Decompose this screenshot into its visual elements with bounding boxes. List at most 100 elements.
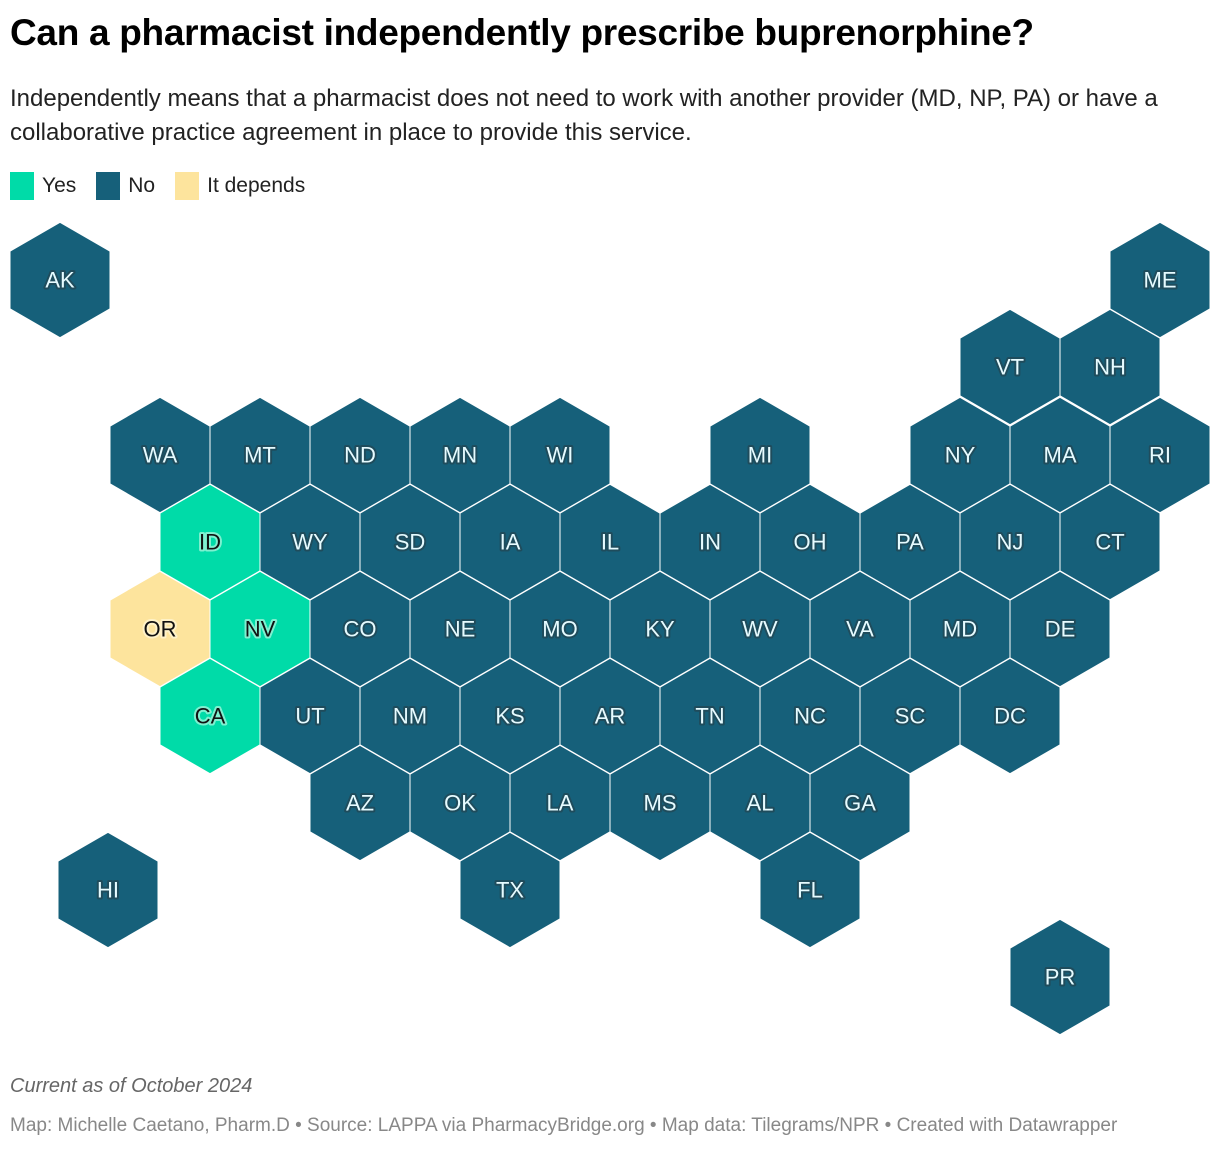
state-tile-me[interactable]: ME: [1109, 221, 1211, 339]
state-label: AL: [747, 791, 774, 816]
legend-swatch-yes: [10, 172, 34, 200]
chart-title: Can a pharmacist independently prescribe…: [10, 12, 1034, 53]
state-hex[interactable]: [459, 831, 561, 949]
state-label: PA: [896, 530, 924, 555]
legend-label-yes: Yes: [42, 174, 77, 197]
state-tile-sd[interactable]: SD: [359, 483, 461, 601]
state-tile-pr[interactable]: PR: [1009, 918, 1111, 1036]
state-label: AZ: [346, 791, 374, 816]
state-tile-co[interactable]: CO: [309, 570, 411, 688]
state-label: MN: [443, 443, 477, 468]
state-tile-az[interactable]: AZ: [309, 744, 411, 862]
state-tile-mo[interactable]: MO: [509, 570, 611, 688]
state-label: OH: [794, 530, 827, 555]
footer-note: Current as of October 2024: [10, 1075, 253, 1097]
state-tile-al[interactable]: AL: [709, 744, 811, 862]
state-label: NJ: [997, 530, 1024, 555]
state-tile-ms[interactable]: MS: [609, 744, 711, 862]
state-hex[interactable]: [959, 657, 1061, 775]
state-label: MA: [1044, 443, 1077, 468]
state-tile-pa[interactable]: PA: [859, 483, 961, 601]
state-label: DC: [994, 704, 1026, 729]
state-tile-vt[interactable]: VT: [959, 308, 1061, 426]
state-tile-ct[interactable]: CT: [1059, 483, 1161, 601]
state-hex[interactable]: [9, 221, 111, 339]
legend-label-no: No: [128, 174, 156, 197]
state-tile-tn[interactable]: TN: [659, 657, 761, 775]
state-tile-wa[interactable]: WA: [109, 396, 211, 514]
state-tile-ne[interactable]: NE: [409, 570, 511, 688]
legend-item-no: No: [96, 172, 155, 200]
state-label: HI: [97, 878, 119, 903]
state-label: IA: [500, 530, 521, 555]
legend-label-it-depends: It depends: [207, 174, 306, 197]
state-label: NV: [245, 617, 276, 642]
legend-swatch-no: [96, 172, 121, 200]
state-tile-nh[interactable]: NH: [1059, 308, 1161, 426]
state-tile-hi[interactable]: HI: [57, 831, 159, 949]
state-label: MO: [542, 617, 577, 642]
state-tile-nm[interactable]: NM: [359, 657, 461, 775]
state-tile-il[interactable]: IL: [559, 483, 661, 601]
state-tile-la[interactable]: LA: [509, 744, 611, 862]
state-label: WY: [292, 530, 328, 555]
state-label: KY: [645, 617, 675, 642]
state-label: KS: [495, 704, 524, 729]
state-label: UT: [295, 704, 324, 729]
state-tile-ga[interactable]: GA: [809, 744, 911, 862]
state-label: NH: [1094, 355, 1126, 380]
state-hex[interactable]: [759, 831, 861, 949]
state-label: GA: [844, 791, 876, 816]
state-tile-id[interactable]: ID: [159, 483, 261, 601]
state-label: VT: [996, 355, 1024, 380]
state-tile-nc[interactable]: NC: [759, 657, 861, 775]
legend: Yes No It depends: [10, 172, 325, 200]
state-label: TN: [695, 704, 724, 729]
state-tile-de[interactable]: DE: [1009, 570, 1111, 688]
state-label: NY: [945, 443, 976, 468]
state-tile-nd[interactable]: ND: [309, 396, 411, 514]
state-tile-sc[interactable]: SC: [859, 657, 961, 775]
state-tile-ia[interactable]: IA: [459, 483, 561, 601]
state-label: CT: [1095, 530, 1124, 555]
state-tile-ma[interactable]: MA: [1009, 396, 1111, 514]
state-label: WV: [742, 617, 778, 642]
legend-item-yes: Yes: [10, 172, 76, 200]
state-tile-wv[interactable]: WV: [709, 570, 811, 688]
state-hex[interactable]: [57, 831, 159, 949]
state-label: RI: [1149, 443, 1171, 468]
state-label: TX: [496, 878, 524, 903]
state-tile-mi[interactable]: MI: [709, 396, 811, 514]
state-label: OK: [444, 791, 476, 816]
state-label: SD: [395, 530, 426, 555]
footer-source: Map: Michelle Caetano, Pharm.D • Source:…: [10, 1115, 1118, 1136]
state-tile-tx[interactable]: TX: [459, 831, 561, 949]
state-label: ME: [1144, 268, 1177, 293]
state-tile-fl[interactable]: FL: [759, 831, 861, 949]
state-tile-nv[interactable]: NV: [209, 570, 311, 688]
state-tile-wi[interactable]: WI: [509, 396, 611, 514]
state-label: OR: [144, 617, 177, 642]
state-tile-ny[interactable]: NY: [909, 396, 1011, 514]
state-label: MS: [644, 791, 677, 816]
state-label: NM: [393, 704, 427, 729]
state-tile-ca[interactable]: CA: [159, 657, 261, 775]
state-label: WA: [143, 443, 178, 468]
state-label: IN: [699, 530, 721, 555]
state-label: CA: [195, 704, 226, 729]
state-tile-ak[interactable]: AK: [9, 221, 111, 339]
state-label: NC: [794, 704, 826, 729]
state-tile-va[interactable]: VA: [809, 570, 911, 688]
state-tile-or[interactable]: OR: [109, 570, 211, 688]
state-tile-mn[interactable]: MN: [409, 396, 511, 514]
legend-item-it-depends: It depends: [175, 172, 305, 200]
state-label: SC: [895, 704, 926, 729]
state-hex[interactable]: [1059, 308, 1161, 426]
state-tile-dc[interactable]: DC: [959, 657, 1061, 775]
state-hex[interactable]: [1009, 918, 1111, 1036]
state-tile-ut[interactable]: UT: [259, 657, 361, 775]
state-tile-nj[interactable]: NJ: [959, 483, 1061, 601]
state-label: AR: [595, 704, 626, 729]
state-label: NE: [445, 617, 476, 642]
state-tile-mt[interactable]: MT: [209, 396, 311, 514]
